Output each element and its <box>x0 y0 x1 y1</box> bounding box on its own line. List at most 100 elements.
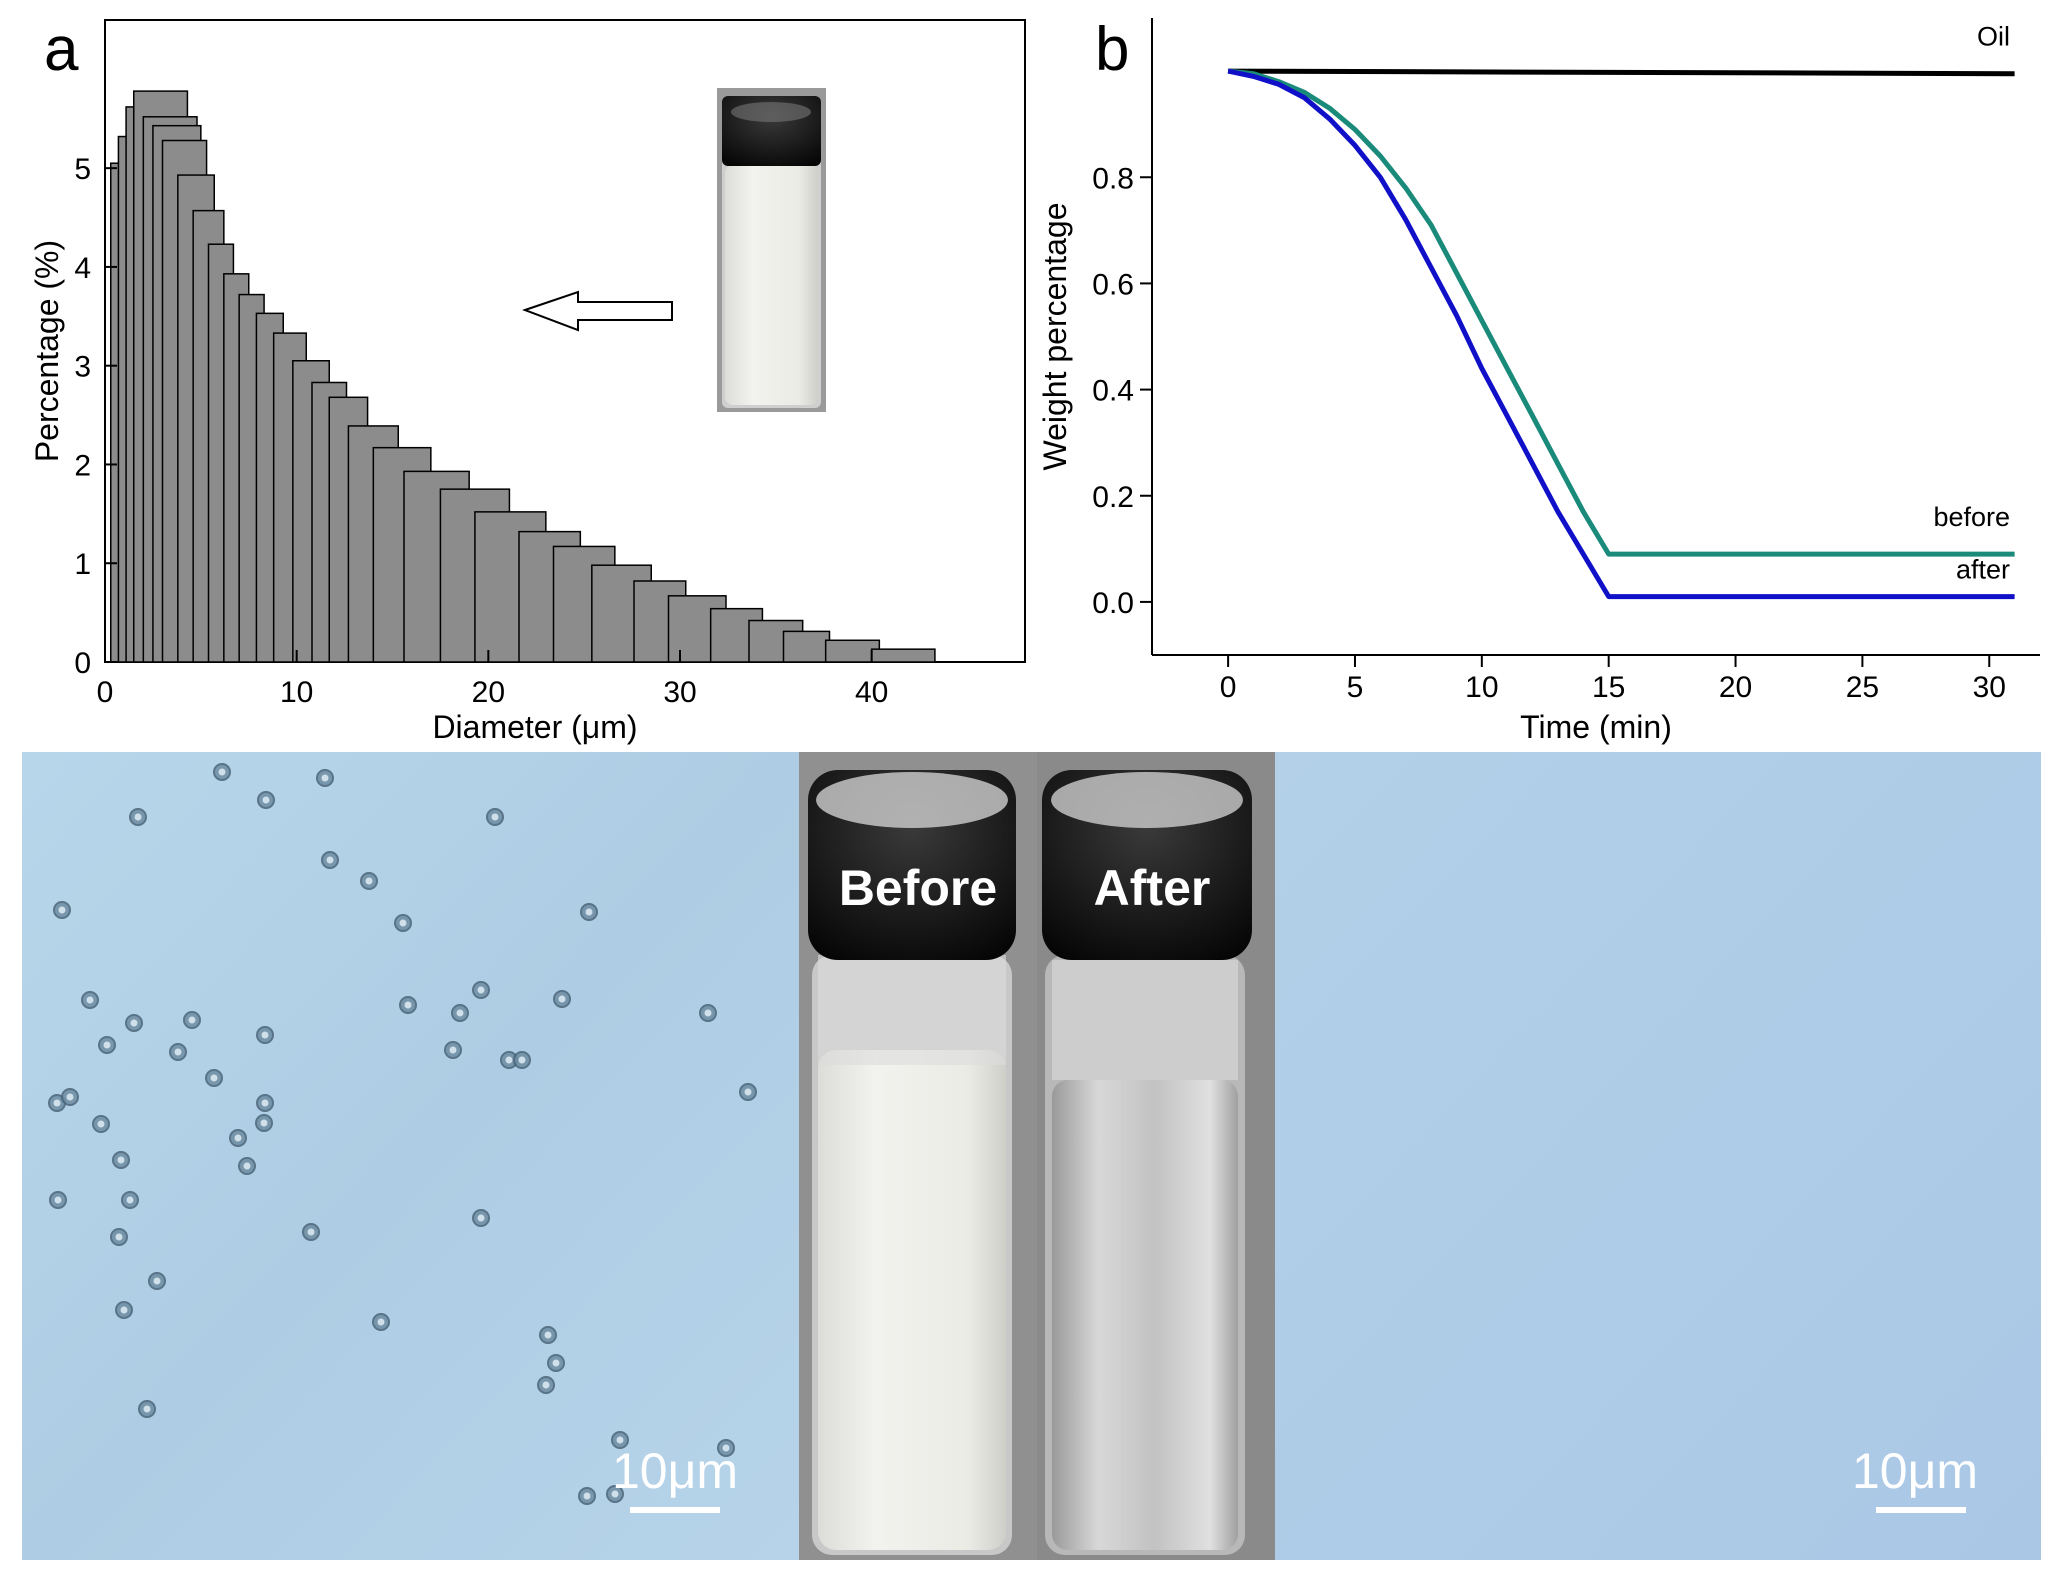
droplet-center <box>103 1041 111 1049</box>
x-tick-label: 40 <box>855 676 888 709</box>
droplet-center <box>117 1156 125 1164</box>
droplet-center <box>234 1134 242 1142</box>
series-label-oil: Oil <box>1977 22 2010 52</box>
y-axis-title: Weight percentage <box>1037 202 1073 470</box>
droplet-center <box>174 1048 182 1056</box>
droplet-center <box>261 1099 269 1107</box>
droplet-center <box>583 1492 591 1500</box>
y-tick-label: 0.2 <box>1092 481 1134 514</box>
y-tick-label: 0.6 <box>1092 268 1134 301</box>
x-tick-label: 0 <box>1220 671 1237 704</box>
droplet-center <box>505 1056 513 1064</box>
series-label-before: before <box>1933 502 2010 532</box>
droplet-center <box>326 856 334 864</box>
droplet-center <box>97 1120 105 1128</box>
y-tick-label: 4 <box>74 252 91 285</box>
droplet-center <box>115 1233 123 1241</box>
droplet-center <box>365 877 373 885</box>
y-tick-label: 0.0 <box>1092 587 1134 620</box>
droplet-center <box>477 1214 485 1222</box>
droplet-center <box>477 986 485 994</box>
histogram-bar <box>782 630 831 663</box>
droplet-center <box>218 768 226 776</box>
series-line-oil <box>1228 68 2015 77</box>
micrograph-after: 10μm <box>1275 752 2041 1560</box>
droplet-center <box>153 1277 161 1285</box>
x-tick-label: 20 <box>472 676 505 709</box>
droplets-group <box>48 763 757 1505</box>
chart-b: 0 5 10 15 20 25 30 0.0 0.2 0.4 0.6 0.8 Oil before afte… <box>1037 18 2040 745</box>
droplet-center <box>130 1019 138 1027</box>
x-tick-label: 10 <box>280 676 313 709</box>
vial-before: Before <box>808 770 1016 1555</box>
scale-bar-right <box>1876 1507 1966 1513</box>
droplet-center <box>722 1444 730 1452</box>
x-tick-label: 30 <box>1973 671 2006 704</box>
y-tick-label: 0 <box>74 647 91 680</box>
y-tick-label: 5 <box>74 153 91 186</box>
y-tick-label: 3 <box>74 351 91 384</box>
droplet-center <box>616 1436 624 1444</box>
droplet-center <box>585 908 593 916</box>
droplet-center <box>210 1074 218 1082</box>
hollow-left-arrow-icon <box>522 290 673 332</box>
droplet-center <box>262 796 270 804</box>
y-tick-label: 0.4 <box>1092 375 1134 408</box>
droplet-center <box>377 1318 385 1326</box>
x-tick-label: 0 <box>97 676 114 709</box>
x-tick-label: 25 <box>1846 671 1879 704</box>
series-line-before <box>1227 68 2015 557</box>
droplet-center <box>399 919 407 927</box>
droplet-center <box>307 1228 315 1236</box>
scale-label-right: 10μm <box>1852 1443 1978 1499</box>
droplet-center <box>120 1306 128 1314</box>
vial-after: After <box>1042 770 1252 1555</box>
y-axis-title: Percentage (%) <box>29 240 65 462</box>
droplet-center <box>86 996 94 1004</box>
droplet-center <box>134 813 142 821</box>
droplet-center <box>518 1056 526 1064</box>
droplet-center <box>704 1009 712 1017</box>
droplet-center <box>449 1046 457 1054</box>
chart-a: 0 10 20 30 40 0 1 2 3 4 5 Diameter (μm) Percentage (… <box>29 19 1026 745</box>
histogram-bar <box>870 648 936 663</box>
droplet-center <box>126 1196 134 1204</box>
droplet-center <box>542 1381 550 1389</box>
x-axis-title: Time (min) <box>1520 709 1672 745</box>
panel-label-a: a <box>44 15 79 84</box>
scale-bar-left <box>630 1507 720 1513</box>
y-tick-label: 0.8 <box>1092 162 1134 195</box>
x-tick-label: 30 <box>663 676 696 709</box>
x-tick-label: 10 <box>1465 671 1498 704</box>
droplet-center <box>552 1359 560 1367</box>
vial-before-label: Before <box>839 860 997 916</box>
droplet-center <box>53 1099 61 1107</box>
series-line-after <box>1227 68 2015 600</box>
inset-vial-photo <box>717 88 826 412</box>
x-tick-label: 5 <box>1347 671 1364 704</box>
droplet-center <box>188 1016 196 1024</box>
droplet-center <box>58 906 66 914</box>
droplet-center <box>261 1031 269 1039</box>
droplet-center <box>66 1093 74 1101</box>
scale-label-left: 10μm <box>612 1443 738 1499</box>
x-axis-title: Diameter (μm) <box>432 709 637 745</box>
micrograph-before: 10μm <box>22 752 799 1560</box>
droplet-center <box>260 1119 268 1127</box>
panel-label-b: b <box>1095 15 1129 84</box>
vial-photo: Before After <box>799 752 1275 1560</box>
droplet-center <box>558 995 566 1003</box>
droplet-center <box>321 774 329 782</box>
droplet-center <box>143 1405 151 1413</box>
droplet-center <box>404 1001 412 1009</box>
droplet-center <box>491 813 499 821</box>
x-tick-label: 20 <box>1719 671 1752 704</box>
droplet-center <box>744 1088 752 1096</box>
droplet-center <box>611 1490 619 1498</box>
series-label-after: after <box>1956 555 2010 585</box>
droplet-center <box>456 1009 464 1017</box>
x-tick-label: 15 <box>1592 671 1625 704</box>
droplet-center <box>544 1331 552 1339</box>
